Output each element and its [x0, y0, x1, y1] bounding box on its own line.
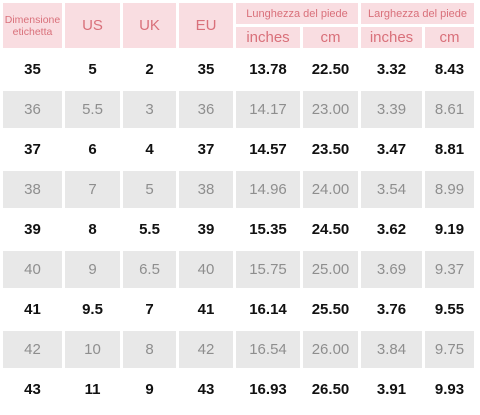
cell-label-size: 41 — [3, 291, 65, 331]
cell-width-cm: 9.93 — [425, 371, 477, 411]
cell-uk: 8 — [123, 331, 179, 371]
cell-eu: 40 — [179, 251, 236, 291]
cell-label-size: 35 — [3, 51, 65, 91]
cell-us: 6 — [65, 131, 123, 171]
cell-eu: 35 — [179, 51, 236, 91]
cell-length-cm: 25.00 — [303, 251, 361, 291]
cell-eu: 39 — [179, 211, 236, 251]
cell-length-inches: 16.14 — [236, 291, 303, 331]
cell-eu: 38 — [179, 171, 236, 211]
header-uk: UK — [123, 3, 179, 51]
cell-width-inches: 3.69 — [361, 251, 425, 291]
cell-label-size: 36 — [3, 91, 65, 131]
cell-width-cm: 9.37 — [425, 251, 477, 291]
cell-width-cm: 9.75 — [425, 331, 477, 371]
cell-width-cm: 9.19 — [425, 211, 477, 251]
cell-us: 9.5 — [65, 291, 123, 331]
cell-length-inches: 14.17 — [236, 91, 303, 131]
cell-length-cm: 25.50 — [303, 291, 361, 331]
cell-us: 8 — [65, 211, 123, 251]
cell-us: 10 — [65, 331, 123, 371]
cell-uk: 4 — [123, 131, 179, 171]
cell-length-inches: 15.75 — [236, 251, 303, 291]
cell-length-cm: 24.50 — [303, 211, 361, 251]
cell-width-cm: 9.55 — [425, 291, 477, 331]
cell-label-size: 40 — [3, 251, 65, 291]
cell-us: 11 — [65, 371, 123, 411]
cell-uk: 9 — [123, 371, 179, 411]
cell-uk: 3 — [123, 91, 179, 131]
cell-length-inches: 16.54 — [236, 331, 303, 371]
cell-us: 7 — [65, 171, 123, 211]
cell-uk: 6.5 — [123, 251, 179, 291]
cell-length-cm: 26.00 — [303, 331, 361, 371]
cell-length-cm: 26.50 — [303, 371, 361, 411]
cell-length-inches: 15.35 — [236, 211, 303, 251]
cell-length-inches: 14.57 — [236, 131, 303, 171]
cell-length-inches: 13.78 — [236, 51, 303, 91]
cell-width-cm: 8.81 — [425, 131, 477, 171]
cell-length-inches: 16.93 — [236, 371, 303, 411]
header-length-inches: inches — [236, 27, 303, 51]
cell-width-inches: 3.54 — [361, 171, 425, 211]
header-length-cm: cm — [303, 27, 361, 51]
header-width-cm: cm — [425, 27, 477, 51]
cell-length-cm: 23.00 — [303, 91, 361, 131]
cell-us: 9 — [65, 251, 123, 291]
cell-label-size: 39 — [3, 211, 65, 251]
cell-eu: 36 — [179, 91, 236, 131]
cell-length-cm: 24.00 — [303, 171, 361, 211]
cell-width-inches: 3.76 — [361, 291, 425, 331]
header-eu: EU — [179, 3, 236, 51]
cell-us: 5.5 — [65, 91, 123, 131]
cell-length-cm: 23.50 — [303, 131, 361, 171]
cell-eu: 41 — [179, 291, 236, 331]
cell-width-inches: 3.62 — [361, 211, 425, 251]
size-chart-table: Dimensione etichetta US UK EU Lunghezza … — [3, 3, 477, 412]
cell-width-cm: 8.43 — [425, 51, 477, 91]
cell-eu: 43 — [179, 371, 236, 411]
cell-width-inches: 3.84 — [361, 331, 425, 371]
cell-uk: 7 — [123, 291, 179, 331]
header-width-inches: inches — [361, 27, 425, 51]
cell-label-size: 43 — [3, 371, 65, 411]
cell-width-cm: 8.61 — [425, 91, 477, 131]
cell-width-cm: 8.99 — [425, 171, 477, 211]
cell-label-size: 38 — [3, 171, 65, 211]
header-foot-length: Lunghezza del piede — [236, 3, 361, 27]
cell-length-inches: 14.96 — [236, 171, 303, 211]
header-foot-width: Larghezza del piede — [361, 3, 477, 27]
cell-uk: 5 — [123, 171, 179, 211]
cell-uk: 5.5 — [123, 211, 179, 251]
header-us: US — [65, 3, 123, 51]
cell-width-inches: 3.32 — [361, 51, 425, 91]
cell-width-inches: 3.91 — [361, 371, 425, 411]
cell-width-inches: 3.39 — [361, 91, 425, 131]
cell-width-inches: 3.47 — [361, 131, 425, 171]
cell-us: 5 — [65, 51, 123, 91]
cell-eu: 42 — [179, 331, 236, 371]
cell-label-size: 42 — [3, 331, 65, 371]
cell-uk: 2 — [123, 51, 179, 91]
cell-eu: 37 — [179, 131, 236, 171]
cell-label-size: 37 — [3, 131, 65, 171]
cell-length-cm: 22.50 — [303, 51, 361, 91]
header-label-size: Dimensione etichetta — [3, 3, 65, 51]
